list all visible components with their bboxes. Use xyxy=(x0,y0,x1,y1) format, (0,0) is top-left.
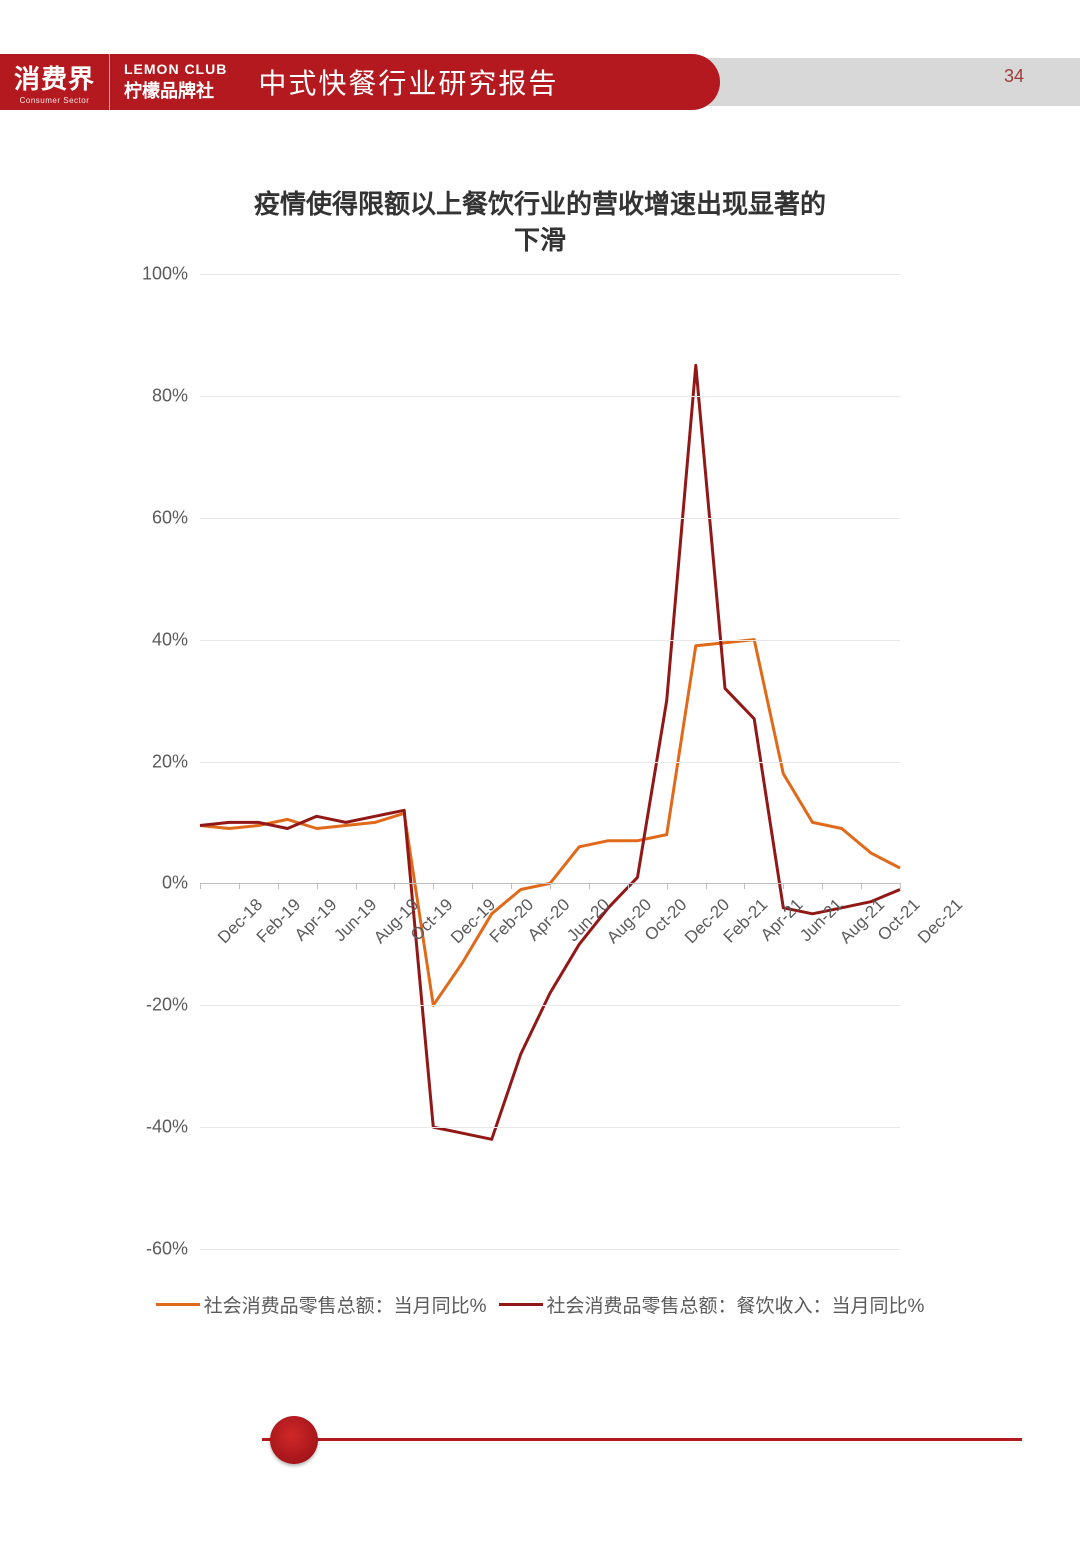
x-tick xyxy=(861,883,862,889)
x-tick xyxy=(550,883,551,889)
lemon-en-text: LEMON CLUB xyxy=(124,61,227,77)
x-axis-label: Dec-21 xyxy=(914,895,967,948)
logo-main-text: 消费界 xyxy=(14,59,95,96)
legend-label: 社会消费品零售总额：当月同比% xyxy=(204,1291,487,1318)
x-tick xyxy=(200,883,201,889)
y-axis-label: 0% xyxy=(88,873,188,894)
x-tick xyxy=(356,883,357,889)
y-axis-label: 80% xyxy=(88,385,188,406)
gridline xyxy=(200,640,900,641)
header-banner: 消费界 Consumer Sector LEMON CLUB 柠檬品牌社 中式快… xyxy=(0,54,720,110)
x-tick xyxy=(744,883,745,889)
y-axis-label: -40% xyxy=(88,1117,188,1138)
x-tick xyxy=(706,883,707,889)
lemon-block: LEMON CLUB 柠檬品牌社 xyxy=(110,61,242,103)
chart-title-line1: 疫情使得限额以上餐饮行业的营收增速出现显著的 xyxy=(254,189,826,219)
y-axis-label: -20% xyxy=(88,995,188,1016)
chart-title: 疫情使得限额以上餐饮行业的营收增速出现显著的 下滑 xyxy=(0,186,1080,259)
x-tick xyxy=(900,883,901,889)
gridline xyxy=(200,762,900,763)
x-tick xyxy=(433,883,434,889)
legend-color-swatch xyxy=(156,1303,200,1306)
x-tick xyxy=(239,883,240,889)
logo-block: 消费界 Consumer Sector xyxy=(0,54,110,110)
chart-line xyxy=(200,365,900,1139)
x-tick xyxy=(667,883,668,889)
chart-legend: 社会消费品零售总额：当月同比% 社会消费品零售总额：餐饮收入：当月同比% xyxy=(0,1290,1080,1318)
x-tick xyxy=(628,883,629,889)
chart-title-line2: 下滑 xyxy=(514,225,566,255)
y-axis-label: 60% xyxy=(88,507,188,528)
page-number: 34 xyxy=(1004,66,1024,87)
y-axis-label: 40% xyxy=(88,629,188,650)
legend-color-swatch xyxy=(499,1303,543,1306)
gridline xyxy=(200,1005,900,1006)
logo-sub-text: Consumer Sector xyxy=(20,96,90,105)
x-tick xyxy=(317,883,318,889)
y-axis-label: -60% xyxy=(88,1239,188,1260)
x-tick xyxy=(394,883,395,889)
lemon-cn-text: 柠檬品牌社 xyxy=(124,77,227,103)
x-tick xyxy=(472,883,473,889)
y-axis-label: 100% xyxy=(88,264,188,285)
x-tick xyxy=(278,883,279,889)
x-tick xyxy=(783,883,784,889)
gridline xyxy=(200,1249,900,1250)
report-title: 中式快餐行业研究报告 xyxy=(242,62,558,102)
gridline xyxy=(200,396,900,397)
chart-plot-area: 100%80%60%40%20%0%-20%-40%-60%Dec-18Feb-… xyxy=(200,274,900,1249)
x-tick xyxy=(511,883,512,889)
gridline xyxy=(200,1127,900,1128)
y-axis-label: 20% xyxy=(88,751,188,772)
x-tick xyxy=(822,883,823,889)
legend-item: 社会消费品零售总额：餐饮收入：当月同比% xyxy=(499,1291,925,1318)
gridline xyxy=(200,274,900,275)
footer-line xyxy=(262,1438,1022,1441)
legend-item: 社会消费品零售总额：当月同比% xyxy=(156,1291,487,1318)
legend-label: 社会消费品零售总额：餐饮收入：当月同比% xyxy=(547,1291,925,1318)
x-tick xyxy=(589,883,590,889)
gridline xyxy=(200,518,900,519)
footer-dot-icon xyxy=(270,1416,318,1464)
